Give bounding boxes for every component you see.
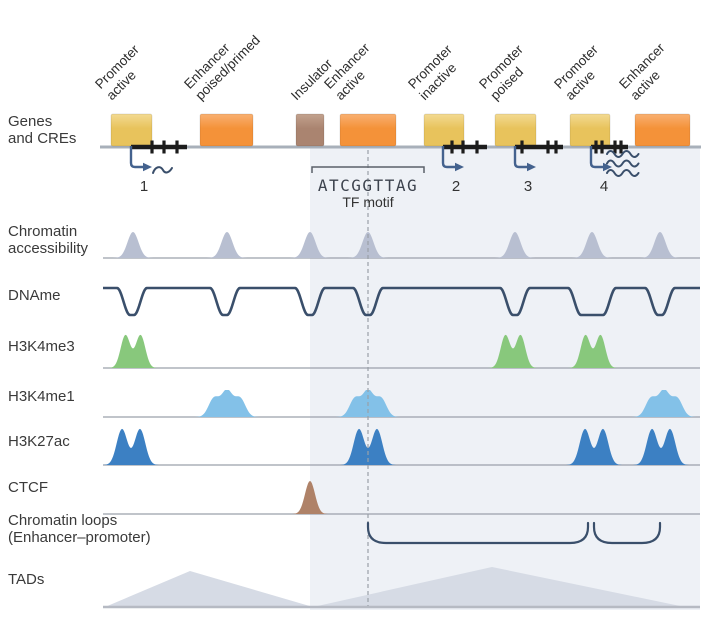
h3k4me1-peak xyxy=(193,389,261,417)
tf-motif-bracket xyxy=(311,166,425,173)
row-label-genes-and-cres: Genes and CREs xyxy=(8,113,77,147)
accessibility-peak xyxy=(107,232,159,258)
region-box-enhancer xyxy=(339,113,397,147)
gene-tss-arrow xyxy=(441,146,456,169)
accessibility-peak xyxy=(489,232,541,258)
accessibility-peak xyxy=(201,232,253,258)
region-box-enhancer xyxy=(634,113,691,147)
gene-tss-arrow xyxy=(129,146,144,169)
rna-squiggle xyxy=(606,159,640,168)
gene-tss-arrowhead xyxy=(603,162,612,172)
row-label-chromatin-accessibility: Chromatin accessibility xyxy=(8,223,89,257)
region-box-enhancer xyxy=(199,113,254,147)
tf-motif-sequence: ATCGGTTAG xyxy=(317,176,419,195)
loop-arc xyxy=(592,521,662,545)
h3k4me3-peak xyxy=(485,334,541,368)
h3k4me3-peak xyxy=(565,334,621,368)
shaded-region xyxy=(310,148,700,610)
region-box-promoter xyxy=(110,113,153,147)
row-label-ctcf: CTCF xyxy=(8,479,48,496)
h3k27ac-peak xyxy=(564,428,624,465)
accessibility-peak xyxy=(634,232,686,258)
gene-number-1: 1 xyxy=(139,178,149,195)
region-box-insulator xyxy=(295,113,325,147)
h3k27ac-peak xyxy=(631,428,691,465)
h3k27ac-peak xyxy=(338,428,398,465)
gene-tss-arrowhead xyxy=(143,162,152,172)
tad-triangle xyxy=(105,571,313,607)
tf-motif-label: TF motif xyxy=(342,194,394,210)
gene-tss-arrow xyxy=(589,146,604,169)
row-label-h3k4me1: H3K4me1 xyxy=(8,388,75,405)
row-label-h3k27ac: H3K27ac xyxy=(8,433,70,450)
rna-squiggle xyxy=(606,150,640,158)
row-label-tads: TADs xyxy=(8,571,45,588)
dname-curve xyxy=(102,286,701,317)
tad-triangle xyxy=(313,567,685,607)
gene-number-4: 4 xyxy=(599,178,609,195)
gene-tss-arrow xyxy=(513,146,528,169)
rna-squiggle xyxy=(152,166,173,174)
h3k27ac-peak xyxy=(101,428,161,465)
row-label-h3k4me3: H3K4me3 xyxy=(8,338,75,355)
gene-number-3: 3 xyxy=(523,178,533,195)
gene-tss-arrowhead xyxy=(527,162,536,172)
gene-number-2: 2 xyxy=(451,178,461,195)
region-box-promoter xyxy=(569,113,611,147)
row-label-dname: DNAme xyxy=(8,287,61,304)
h3k4me3-peak xyxy=(105,334,161,368)
h3k4me1-peak xyxy=(630,389,698,417)
region-box-promoter xyxy=(423,113,465,147)
row-label-chromatin-loops: Chromatin loops (Enhancer–promoter) xyxy=(8,512,151,546)
loop-arc xyxy=(366,521,590,545)
gene-tss-arrowhead xyxy=(455,162,464,172)
accessibility-peak xyxy=(284,232,336,258)
region-box-promoter xyxy=(494,113,537,147)
ctcf-peak xyxy=(286,481,334,514)
rna-squiggle xyxy=(606,169,640,177)
accessibility-peak xyxy=(566,232,618,258)
